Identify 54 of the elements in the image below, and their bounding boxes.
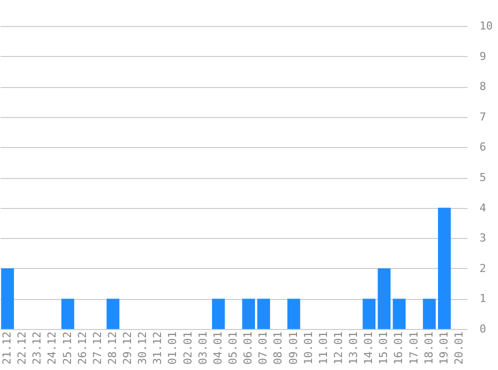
x-tick-label: 19.01 (437, 332, 450, 365)
x-tick-label: 18.01 (422, 332, 436, 365)
bar (287, 298, 300, 329)
y-tick-label: 5 (480, 171, 486, 184)
bar (422, 298, 436, 329)
x-tick-label: 05.01 (226, 332, 240, 365)
bar (242, 298, 255, 329)
x-tick-label: 20.01 (452, 332, 466, 365)
x-tick-label: 17.01 (407, 332, 420, 365)
x-tick-label: 12.01 (332, 332, 345, 365)
bar (257, 298, 270, 329)
y-tick-label: 6 (480, 140, 486, 154)
x-tick-label: 21.12 (0, 332, 14, 365)
y-tick-label: 7 (480, 110, 486, 124)
bar (61, 298, 74, 329)
y-tick-label: 0 (480, 322, 486, 336)
x-tick-label: 06.01 (242, 332, 255, 365)
y-tick-label: 9 (480, 50, 486, 63)
bar (362, 298, 376, 329)
y-tick-label: 4 (480, 201, 486, 214)
x-tick-label: 27.12 (90, 332, 104, 365)
x-tick-label: 01.01 (166, 332, 180, 365)
x-tick-label: 29.12 (121, 332, 134, 365)
x-tick-label: 07.01 (256, 332, 270, 365)
x-tick-label: 31.12 (151, 332, 164, 365)
x-tick-label: 22.12 (16, 332, 29, 365)
x-tick-label: 23.12 (30, 332, 44, 365)
x-tick-label: 02.01 (181, 332, 194, 365)
y-tick-label: 8 (480, 80, 486, 94)
x-tick-label: 10.01 (302, 332, 315, 365)
bar (378, 268, 391, 329)
bar (392, 298, 406, 329)
x-tick-label: 11.01 (316, 332, 330, 365)
x-tick-label: 16.01 (392, 332, 406, 365)
x-tick-label: 24.12 (46, 332, 59, 365)
y-tick-label: 10 (480, 20, 493, 32)
x-tick-label: 25.12 (60, 332, 74, 365)
x-tick-label: 30.12 (136, 332, 150, 365)
x-tick-label: 03.01 (196, 332, 210, 365)
x-tick-label: 08.01 (272, 332, 285, 365)
x-tick-label: 28.12 (106, 332, 119, 365)
bar (438, 208, 451, 329)
x-tick-label: 04.01 (211, 332, 224, 365)
bar (106, 298, 120, 329)
x-tick-label: 13.01 (347, 332, 360, 365)
bar (1, 268, 14, 329)
x-tick-label: 09.01 (286, 332, 300, 365)
x-tick-label: 26.12 (76, 332, 89, 365)
y-tick-label: 3 (480, 232, 486, 245)
y-tick-label: 2 (480, 262, 486, 275)
bar (212, 298, 225, 329)
x-tick-label: 15.01 (377, 332, 390, 365)
y-tick-label: 1 (480, 292, 486, 306)
x-tick-label: 14.01 (362, 332, 376, 365)
